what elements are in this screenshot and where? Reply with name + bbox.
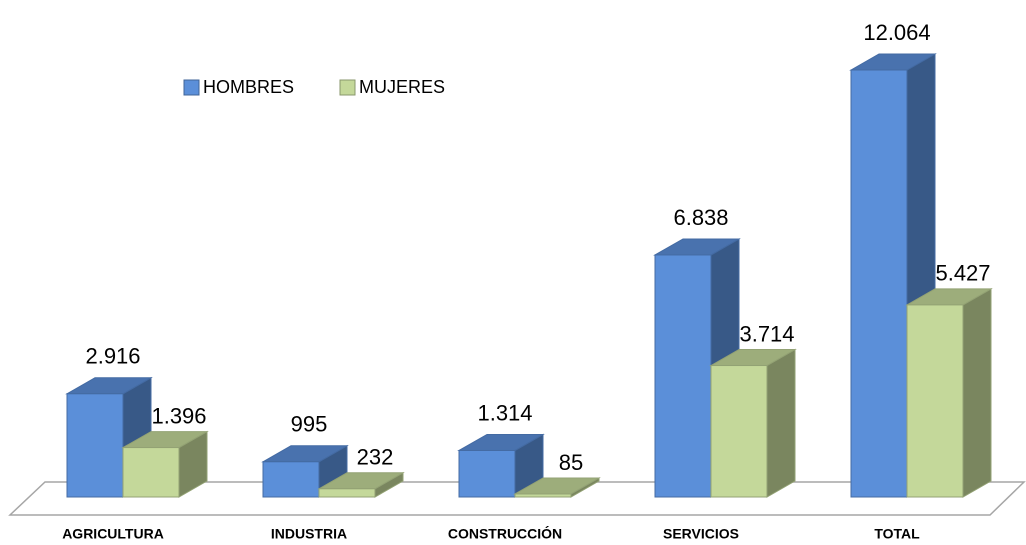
- value-label: 995: [291, 412, 328, 437]
- value-label: 1.396: [151, 403, 206, 428]
- legend-swatch: [183, 79, 200, 96]
- bar-front: [710, 365, 768, 498]
- value-label: 12.064: [863, 20, 930, 45]
- x-tick-label: TOTAL: [874, 526, 920, 542]
- value-label: 232: [357, 445, 394, 470]
- legend-swatch: [339, 79, 356, 96]
- value-label: 5.427: [935, 261, 990, 286]
- bar: [317, 471, 405, 498]
- bar-front: [514, 493, 572, 498]
- bar-front: [458, 449, 516, 498]
- bar: [121, 430, 209, 498]
- bar: [261, 444, 349, 498]
- bar-front: [262, 461, 320, 498]
- value-label: 85: [559, 450, 583, 475]
- legend-label: HOMBRES: [203, 77, 294, 97]
- x-tick-label: AGRICULTURA: [62, 526, 164, 542]
- bar: [457, 433, 545, 498]
- bar: [905, 288, 993, 498]
- bar: [513, 477, 601, 498]
- legend-label: MUJERES: [359, 77, 445, 97]
- value-label: 1.314: [477, 400, 532, 425]
- value-label: 3.714: [739, 321, 794, 346]
- bar-front: [850, 69, 908, 498]
- bar: [709, 348, 797, 498]
- bar-front: [318, 488, 376, 498]
- x-tick-label: SERVICIOS: [663, 526, 739, 542]
- bar-front: [66, 393, 124, 498]
- x-tick-label: INDUSTRIA: [271, 526, 347, 542]
- bar-side: [766, 348, 796, 498]
- bar-front: [906, 304, 964, 498]
- bar-side: [962, 288, 992, 498]
- value-label: 2.916: [85, 344, 140, 369]
- x-tick-label: CONSTRUCCIÓN: [448, 525, 562, 542]
- bar-front: [654, 254, 712, 498]
- bar-front: [122, 447, 180, 498]
- value-label: 6.838: [673, 205, 728, 230]
